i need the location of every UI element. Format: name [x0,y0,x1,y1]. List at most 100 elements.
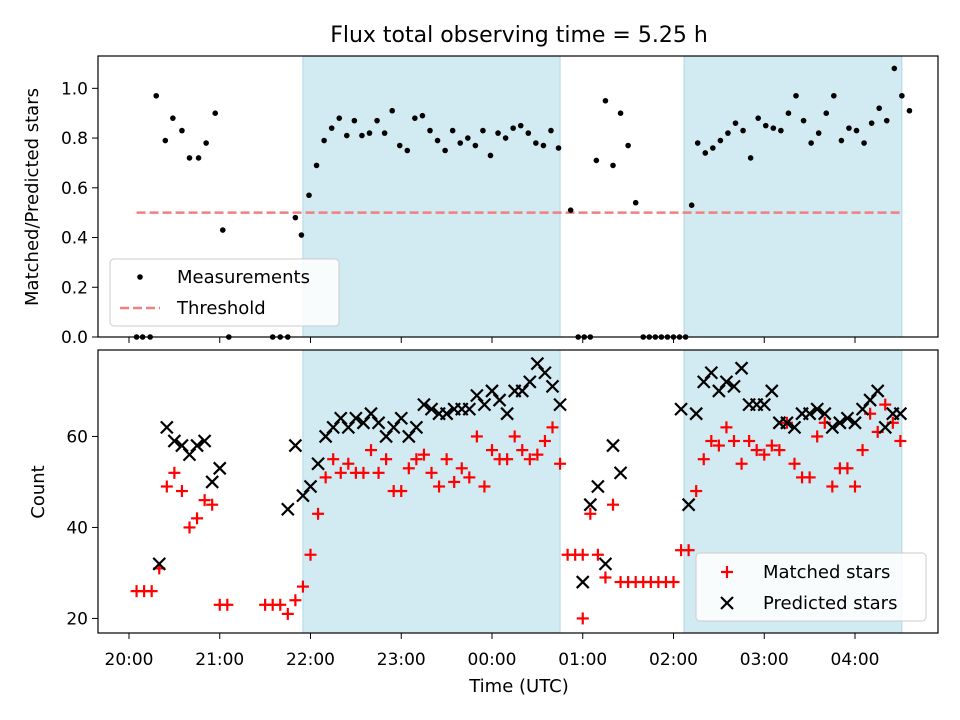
matched-star-point [334,466,347,479]
matched-star-point [667,576,680,589]
matched-star-point [538,434,551,447]
measurement-point [170,115,176,121]
chart-title: Flux total observing time = 5.25 h [330,23,708,48]
matched-star-point [576,612,589,625]
predicted-star-point [878,420,893,435]
matched-star-point [584,507,597,520]
predicted-star-point [197,434,212,448]
measurement-point [502,135,509,141]
predicted-star-point [734,361,749,375]
measurement-point [449,127,456,134]
matched-star-point [191,512,204,525]
measurement-point [861,140,867,146]
measurement-point [778,127,784,134]
matched-star-point [728,434,740,447]
measurement-point [328,125,335,131]
predicted-star-point [840,411,855,426]
bottom-x-ticks: 20:00 21:00 22:00 23:00 00:00 01:00 02:00 03:00… [105,633,880,670]
matched-star-point [705,434,718,447]
predicted-star-point [500,406,514,421]
matched-star-point [765,439,778,452]
measurement-point [899,92,905,99]
measurement-point [533,140,539,146]
matched-star-point [591,548,604,561]
matched-star-point [145,585,158,598]
measurement-point [419,112,426,119]
matched-star-point [470,430,483,443]
measurement-point [212,110,219,116]
bottom-y-axis-label: Count [28,465,49,518]
measurement-point [793,92,799,99]
measurement-point [883,117,890,124]
matched-star-point [296,580,309,593]
measurement-point [457,140,464,146]
matched-star-point [690,485,703,498]
measurement-point [480,127,486,134]
legend-measurements-marker [137,274,143,280]
predicted-star-point [281,502,295,517]
matched-star-point [750,444,763,457]
measurement-point [195,155,202,161]
measurement-point [891,65,898,72]
xtick-label: 22:00 [286,650,335,670]
predicted-star-point [417,397,431,412]
measurement-point [517,122,524,129]
predicted-star-point [553,397,567,412]
predicted-star-point [689,406,703,421]
matched-star-point [811,430,824,443]
legend-predicted-marker [720,596,734,610]
matched-star-point [281,607,294,620]
matched-star-point [743,434,756,447]
measurement-point [292,214,299,221]
measurement-point [838,137,845,144]
bottom-legend: Matched stars Predicted stars [695,552,927,622]
measurement-point [404,147,411,154]
xtick-label: 01:00 [558,650,607,670]
matched-star-point [463,471,476,484]
measurement-point [762,122,769,129]
predicted-star-point [409,420,424,435]
measurement-point [717,137,724,144]
measurement-point [732,120,739,126]
matched-star-point [758,448,771,461]
predicted-star-point [681,497,696,512]
measurement-point [800,117,807,124]
predicted-star-point [848,416,862,430]
bottom-ytick-label: 20 [66,609,88,629]
matched-star-point [712,439,725,452]
matched-star-point [576,548,589,561]
predicted-star-point [167,434,182,448]
predicted-star-point [160,420,174,435]
matched-star-point [849,480,861,493]
matched-star-point [523,453,536,466]
predicted-star-point [757,397,772,412]
measurement-point [465,135,471,141]
matched-star-point [433,480,446,493]
measurement-point [203,140,209,146]
xtick-label: 00:00 [468,650,517,670]
matched-star-point [175,485,188,498]
matched-star-point [546,421,559,434]
predicted-star-point [833,416,847,430]
matched-star-point [448,475,461,488]
matched-star-point [440,453,453,466]
measurement-point [555,145,562,151]
measurement-point [510,125,516,131]
bottom-panel: 20 40 60 20:00 21:00 22:00 23:00 00:00 01:00 02:… [28,349,939,697]
matched-star-point [894,434,907,447]
bottom-legend-box [695,552,927,622]
predicted-star-point [212,461,227,476]
matched-star-point [357,466,370,479]
measurement-point [617,110,624,116]
predicted-star-point [477,397,492,412]
measurement-point [389,107,395,114]
predicted-star-point [439,406,454,421]
measurement-point [321,137,327,144]
top-ytick-label: 0.6 [61,179,88,199]
predicted-stars-layer [152,356,908,589]
matched-star-point [803,471,816,484]
matched-star-point [554,457,567,470]
measurement-point [846,125,852,131]
matched-star-point [289,594,302,607]
